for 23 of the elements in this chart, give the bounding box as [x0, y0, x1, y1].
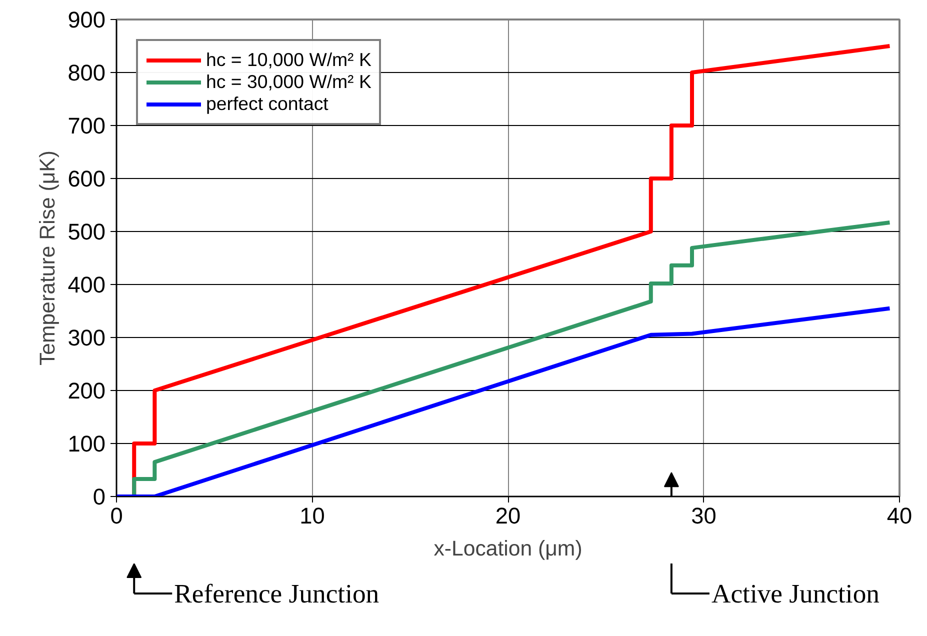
y-tick-label: 800: [68, 60, 106, 86]
legend-label: perfect contact: [206, 93, 328, 115]
y-tick-label: 200: [68, 378, 106, 404]
legend-label: hc = 30,000 W/m² K: [206, 71, 372, 93]
text: Active Junction: [711, 578, 880, 608]
y-axis-title: Temperature Rise (μK): [36, 150, 60, 366]
x-tick-label: 30: [691, 502, 716, 528]
y-tick-label: 600: [68, 166, 106, 192]
y-tick-label: 900: [68, 6, 106, 32]
legend-label: hc = 10,000 W/m² K: [206, 49, 372, 71]
x-tick-label: 10: [300, 502, 325, 528]
text: Reference Junction: [174, 578, 380, 608]
x-axis-title: x-Location (μm): [434, 536, 582, 560]
x-tick-label: 20: [495, 502, 521, 528]
line-series: [116, 306, 892, 496]
y-tick-label: 400: [68, 272, 106, 298]
y-tick-label: 100: [68, 430, 106, 456]
y-tick-label: 300: [68, 324, 106, 350]
y-tick-label: 700: [68, 112, 106, 138]
y-tick-label: 500: [68, 218, 106, 244]
x-tick-label: 0: [110, 502, 123, 528]
y-tick-label: 0: [92, 484, 106, 510]
x-tick-label: 40: [886, 502, 912, 528]
